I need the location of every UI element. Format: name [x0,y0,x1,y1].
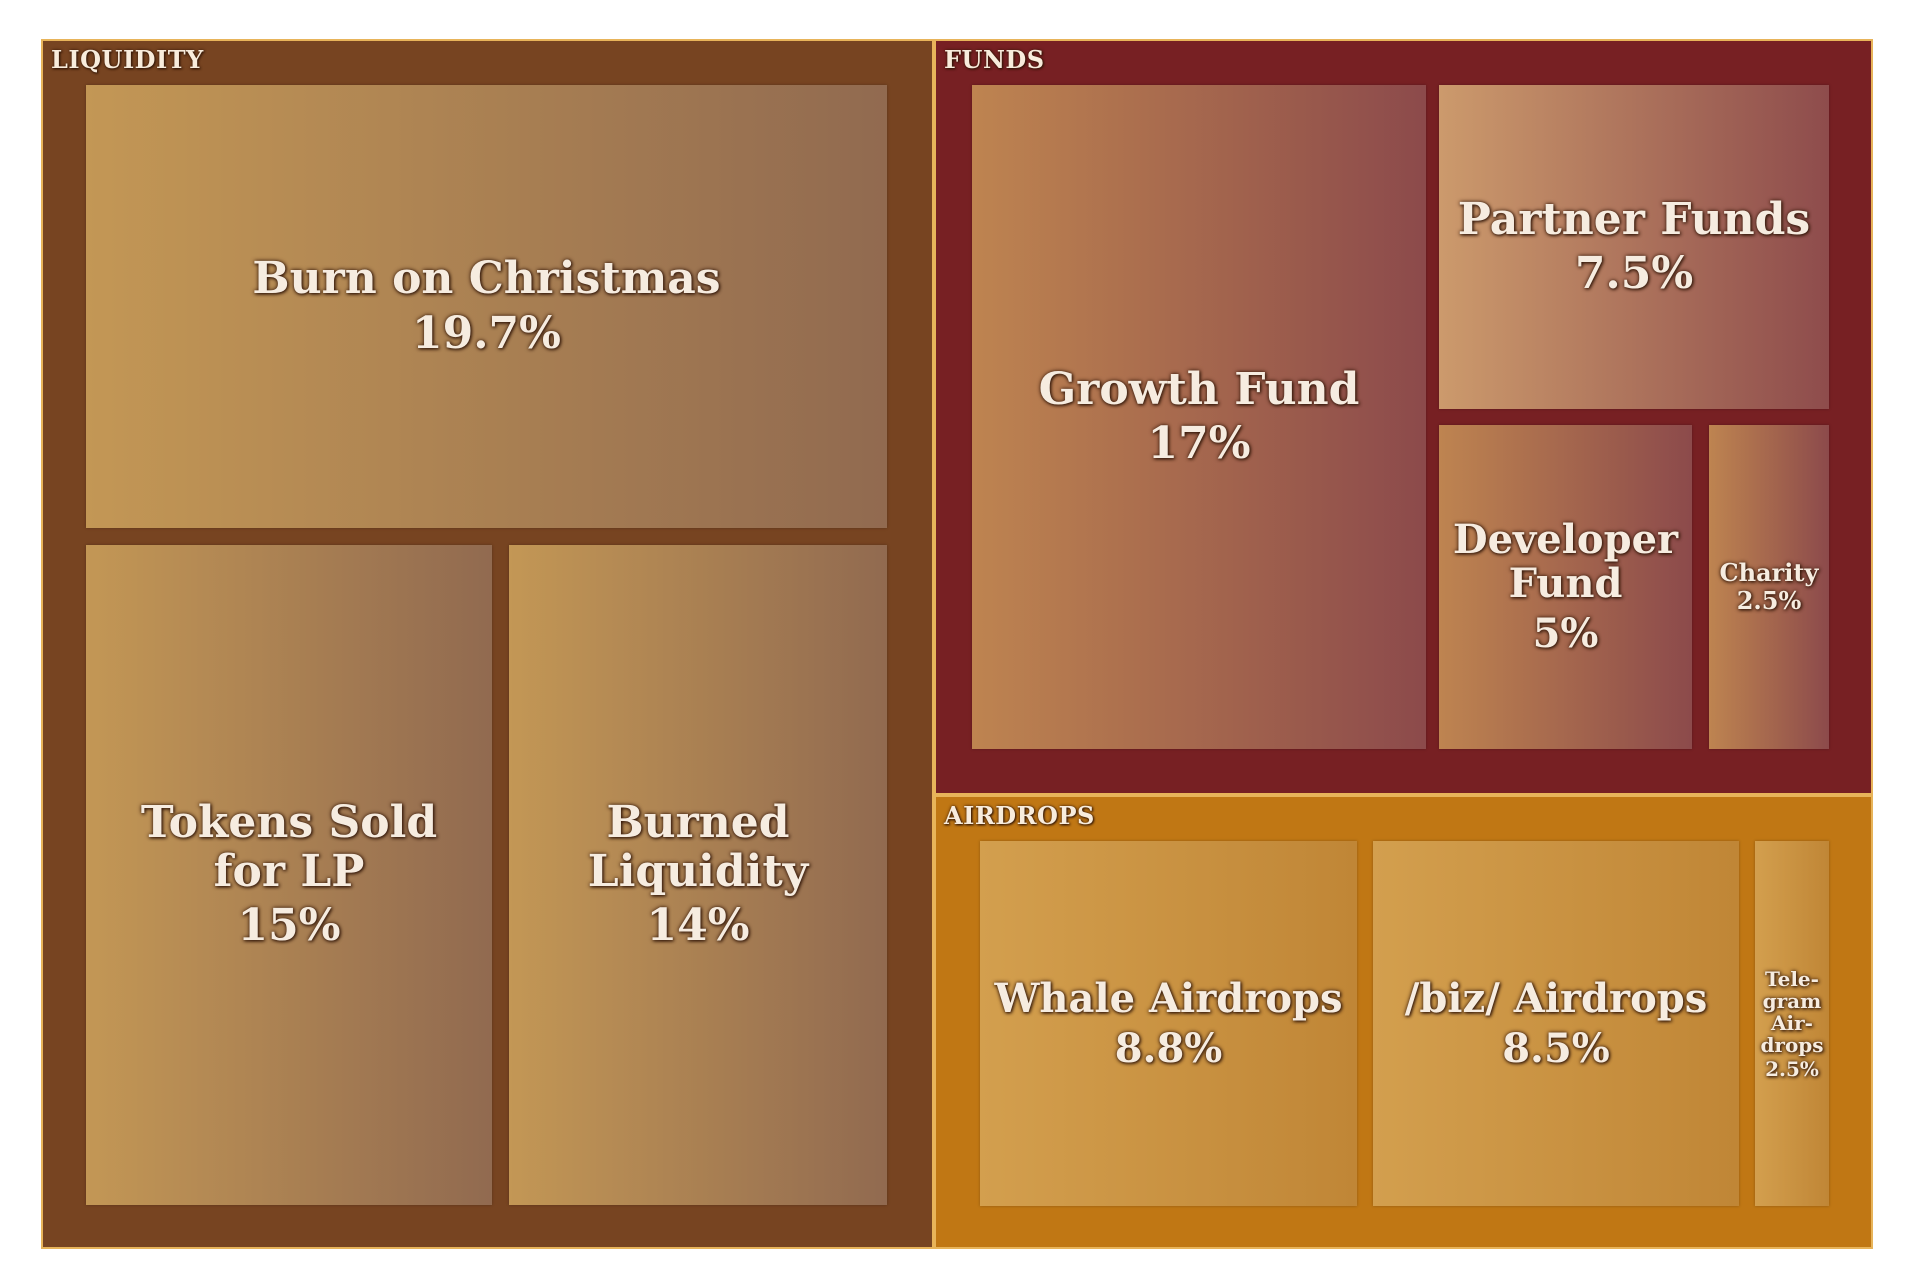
treemap-tile[interactable]: Growth Fund 17% [972,85,1426,749]
group-label: LIQUIDITY [51,45,204,74]
tile-label: Charity [1719,557,1819,587]
tile-value: 17% [1147,418,1251,469]
tile-value: 2.5% [1765,1056,1819,1081]
treemap-tile[interactable]: Tokens Sold for LP 15% [86,545,492,1205]
treemap-tile[interactable]: Partner Funds 7.5% [1439,85,1829,409]
group-label: AIRDROPS [944,801,1095,830]
tile-label: Burn on Christmas [252,253,721,305]
treemap-tile[interactable]: /biz/ Airdrops 8.5% [1373,841,1739,1206]
group-label: FUNDS [944,45,1045,74]
tile-value: 8.5% [1502,1024,1610,1072]
tile-value: 8.8% [1114,1024,1223,1072]
tile-label: Whale Airdrops [994,974,1343,1022]
tile-value: 5% [1532,610,1599,657]
tile-label: /biz/ Airdrops [1404,974,1708,1022]
tile-value: 19.7% [412,307,561,359]
treemap-tile[interactable]: Burn on Christmas 19.7% [86,85,887,528]
tile-label: Burned Liquidity [587,797,809,897]
tile-label: Growth Fund [1038,363,1360,415]
tile-value: 2.5% [1736,586,1802,615]
tile-value: 15% [237,900,341,952]
treemap-tile[interactable]: Whale Airdrops 8.8% [980,841,1357,1206]
tile-value: 14% [646,900,750,952]
tile-label: Tele-gram Air-drops [1760,966,1824,1057]
tile-label: Tokens Sold for LP [140,797,438,897]
tile-value: 7.5% [1574,248,1694,299]
treemap-tile[interactable]: Burned Liquidity 14% [509,545,887,1205]
treemap-tile[interactable]: Charity 2.5% [1709,425,1829,749]
treemap-tile[interactable]: Developer Fund 5% [1439,425,1692,749]
tile-label: Partner Funds [1457,193,1811,245]
tile-label: Developer Fund [1452,516,1679,607]
treemap-tile[interactable]: Tele-gram Air-drops 2.5% [1755,841,1829,1206]
